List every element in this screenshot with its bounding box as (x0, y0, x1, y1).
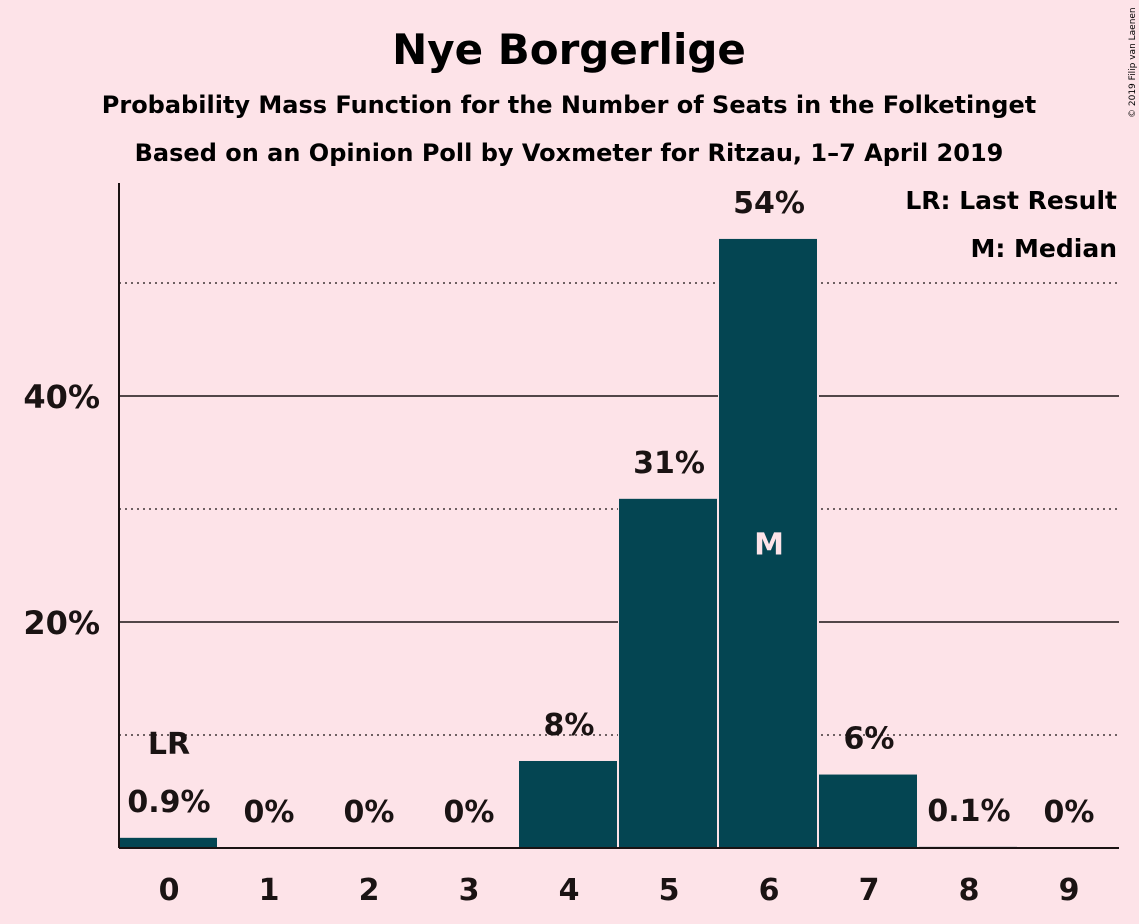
data-label: 0% (1044, 795, 1095, 830)
data-label: 0% (344, 795, 395, 830)
data-label: 0.1% (927, 794, 1010, 829)
bar (719, 238, 817, 848)
y-axis-ticks: 20% 40% (23, 378, 100, 642)
x-tick-label: 7 (859, 873, 880, 908)
x-tick-label: 5 (659, 873, 680, 908)
data-labels: 0.9% LR 0% 0% 0% 8% 31% 54% M 6% 0.1% 0% (127, 186, 1094, 830)
chart-subtitle: Probability Mass Function for the Number… (102, 91, 1036, 119)
x-axis-ticks: 0 1 2 3 4 5 6 7 8 9 (159, 873, 1080, 908)
bar (619, 498, 717, 848)
bar (819, 774, 917, 848)
x-tick-label: 0 (159, 873, 180, 908)
data-label: 31% (633, 446, 705, 481)
data-label: 0% (444, 795, 495, 830)
bar (519, 760, 617, 848)
data-label: 54% (733, 186, 805, 221)
data-label: 6% (844, 722, 895, 757)
x-tick-label: 4 (559, 873, 580, 908)
bars (118, 237, 1019, 848)
y-tick-label: 20% (23, 604, 100, 642)
x-tick-label: 2 (359, 873, 380, 908)
data-label: 8% (544, 708, 595, 743)
chart-subtitle-source: Based on an Opinion Poll by Voxmeter for… (135, 139, 1004, 167)
data-label: 0.9% (127, 785, 210, 820)
median-marker: M (754, 527, 784, 562)
last-result-marker: LR (148, 727, 190, 762)
chart-title: Nye Borgerlige (392, 25, 746, 74)
legend-median: M: Median (970, 234, 1117, 263)
x-tick-label: 6 (759, 873, 780, 908)
copyright-notice: © 2019 Filip van Laenen (1128, 7, 1138, 118)
x-tick-label: 9 (1059, 873, 1080, 908)
x-tick-label: 8 (959, 873, 980, 908)
x-tick-label: 3 (459, 873, 480, 908)
data-label: 0% (244, 795, 295, 830)
legend-last-result: LR: Last Result (905, 186, 1117, 215)
bar (119, 837, 217, 848)
x-tick-label: 1 (259, 873, 280, 908)
y-tick-label: 40% (23, 378, 100, 416)
